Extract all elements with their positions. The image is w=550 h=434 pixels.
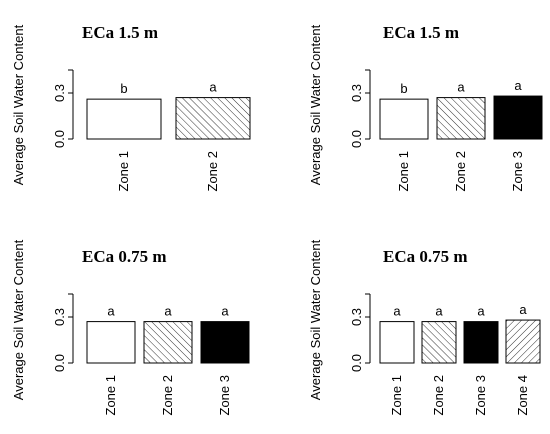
bar bbox=[436, 97, 486, 140]
chart-panel-bottom-left: Average Soil Water Content ECa 0.75 m 0.… bbox=[11, 239, 250, 415]
category-label: Zone 2 bbox=[160, 375, 175, 415]
y-tick-label: 0.0 bbox=[52, 354, 67, 372]
significance-letter: a bbox=[164, 304, 172, 319]
y-tick-label: 0.3 bbox=[52, 308, 67, 326]
chart-panel-bottom-right: Average Soil Water Content ECa 0.75 m 0.… bbox=[308, 239, 541, 415]
category-label: Zone 2 bbox=[431, 375, 446, 415]
y-tick-label: 0.0 bbox=[52, 130, 67, 148]
bars: a Zone 1 a Zone 2 a Zone 3 a Zone 4 bbox=[379, 302, 541, 415]
significance-letter: a bbox=[107, 304, 115, 319]
significance-letter: a bbox=[435, 304, 443, 319]
category-label: Zone 1 bbox=[396, 151, 411, 191]
chart-title: ECa 0.75 m bbox=[82, 247, 167, 266]
bar bbox=[379, 98, 429, 140]
category-label: Zone 2 bbox=[453, 151, 468, 191]
bar bbox=[421, 321, 457, 364]
significance-letter: a bbox=[209, 80, 217, 95]
significance-letter: a bbox=[457, 80, 465, 95]
bar bbox=[143, 321, 193, 364]
y-tick-label: 0.0 bbox=[349, 130, 364, 148]
y-axis-label: Average Soil Water Content bbox=[308, 239, 323, 400]
category-label: Zone 1 bbox=[389, 375, 404, 415]
bar bbox=[505, 319, 541, 364]
y-axis-label: Average Soil Water Content bbox=[11, 24, 26, 185]
category-label: Zone 1 bbox=[116, 151, 131, 191]
category-label: Zone 3 bbox=[217, 375, 232, 415]
bar bbox=[86, 321, 136, 364]
bar bbox=[175, 97, 251, 140]
bars: b Zone 1 a Zone 2 a Zone 3 bbox=[379, 78, 543, 191]
significance-letter: a bbox=[393, 304, 401, 319]
y-axis: 0.0 0.3 bbox=[52, 69, 74, 148]
bar bbox=[463, 321, 499, 364]
category-label: Zone 3 bbox=[473, 375, 488, 415]
y-axis-label: Average Soil Water Content bbox=[308, 24, 323, 185]
chart-title: ECa 1.5 m bbox=[82, 23, 158, 42]
y-axis-label: Average Soil Water Content bbox=[11, 239, 26, 400]
chart-panel-top-left: Average Soil Water Content ECa 1.5 m 0.0… bbox=[11, 23, 251, 191]
category-label: Zone 4 bbox=[515, 375, 530, 415]
chart-title: ECa 1.5 m bbox=[383, 23, 459, 42]
y-axis: 0.0 0.3 bbox=[52, 293, 74, 372]
bars: a Zone 1 a Zone 2 a Zone 3 bbox=[86, 304, 250, 415]
significance-letter: a bbox=[477, 304, 485, 319]
category-label: Zone 1 bbox=[103, 375, 118, 415]
bar bbox=[200, 321, 250, 364]
bar bbox=[86, 98, 162, 140]
chart-panel-top-right: Average Soil Water Content ECa 1.5 m 0.0… bbox=[308, 23, 543, 191]
y-tick-label: 0.0 bbox=[349, 354, 364, 372]
y-tick-label: 0.3 bbox=[349, 308, 364, 326]
category-label: Zone 2 bbox=[205, 151, 220, 191]
bars: b Zone 1 a Zone 2 bbox=[86, 80, 251, 191]
category-label: Zone 3 bbox=[510, 151, 525, 191]
significance-letter: b bbox=[120, 81, 127, 96]
y-tick-label: 0.3 bbox=[349, 84, 364, 102]
chart-title: ECa 0.75 m bbox=[383, 247, 468, 266]
y-axis: 0.0 0.3 bbox=[349, 293, 371, 372]
significance-letter: a bbox=[221, 304, 229, 319]
significance-letter: a bbox=[514, 78, 522, 93]
y-tick-label: 0.3 bbox=[52, 84, 67, 102]
significance-letter: a bbox=[519, 302, 527, 317]
bar bbox=[379, 321, 415, 364]
significance-letter: b bbox=[400, 81, 407, 96]
y-axis: 0.0 0.3 bbox=[349, 69, 371, 148]
bar bbox=[493, 95, 543, 140]
